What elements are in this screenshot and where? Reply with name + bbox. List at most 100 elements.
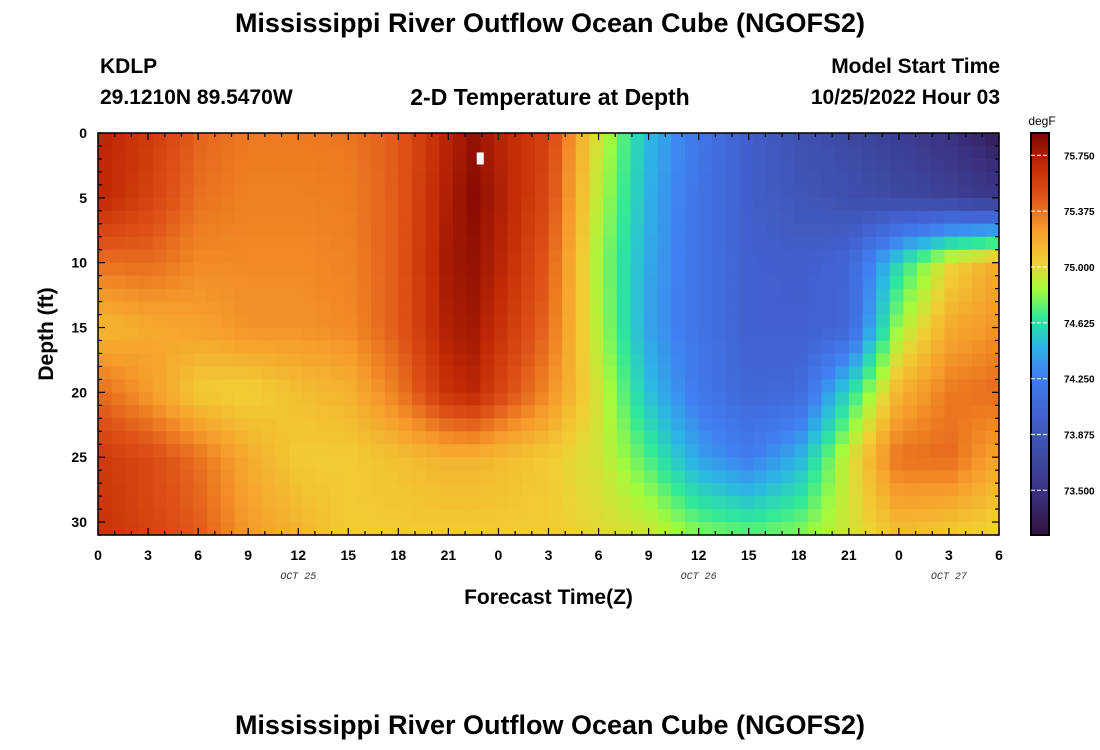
heatmap-cell <box>234 444 249 458</box>
heatmap-cell <box>507 145 522 160</box>
heatmap-cell <box>261 392 277 406</box>
heatmap-cell <box>179 184 195 199</box>
heatmap-cell <box>384 133 399 147</box>
heatmap-cell <box>685 483 700 497</box>
heatmap-cell <box>644 522 659 536</box>
heatmap-cell <box>889 470 905 484</box>
heatmap-cell <box>493 509 509 523</box>
heatmap-cell <box>821 470 836 484</box>
heatmap-cell <box>698 483 713 497</box>
heatmap-cell <box>794 158 809 173</box>
heatmap-cell <box>575 184 591 199</box>
heatmap-cell <box>971 483 986 497</box>
heatmap-cell <box>398 496 413 510</box>
heatmap-cell <box>261 288 277 303</box>
heatmap-cell <box>753 379 768 393</box>
x-tick-label: 0 <box>94 547 102 563</box>
heatmap-cell <box>753 275 768 290</box>
heatmap-cell <box>411 431 427 445</box>
heatmap-cell <box>821 431 836 445</box>
heatmap-cell <box>493 171 509 186</box>
heatmap-cell <box>220 366 236 380</box>
x-tick-label: 21 <box>441 547 457 563</box>
heatmap-cell <box>548 379 563 393</box>
heatmap-cell <box>848 158 864 173</box>
heatmap-cell <box>411 314 427 329</box>
heatmap-cell <box>944 184 959 199</box>
heatmap-cell <box>780 379 795 393</box>
heatmap-cell <box>780 496 795 510</box>
heatmap-cell <box>398 145 413 160</box>
heatmap-cell <box>889 444 905 458</box>
heatmap-cell <box>179 522 195 536</box>
heatmap-cell <box>411 509 427 523</box>
heatmap-cell <box>821 301 836 316</box>
heatmap-cell <box>466 392 481 406</box>
heatmap-cell <box>125 236 140 251</box>
heatmap-cell <box>644 431 659 445</box>
heatmap-cell <box>316 418 331 432</box>
heatmap-cell <box>384 301 399 316</box>
heatmap-cell <box>371 249 386 264</box>
heatmap-cell <box>780 405 795 419</box>
heatmap-cell <box>507 418 522 432</box>
heatmap-cell <box>330 145 345 160</box>
heatmap-cell <box>289 327 304 342</box>
heatmap-cell <box>971 379 986 393</box>
heatmap-cell <box>971 418 986 432</box>
heatmap-cell <box>193 145 208 160</box>
heatmap-cell <box>384 379 399 393</box>
heatmap-cell <box>466 327 481 342</box>
heatmap-cell <box>193 275 208 290</box>
heatmap-cell <box>507 262 522 277</box>
heatmap-cell <box>753 470 768 484</box>
heatmap-cell <box>917 145 932 160</box>
heatmap-cell <box>958 366 973 380</box>
heatmap-cell <box>644 405 659 419</box>
heatmap-cell <box>193 301 208 316</box>
heatmap-cell <box>944 262 959 277</box>
heatmap-cell <box>698 418 713 432</box>
heatmap-cell <box>343 457 358 471</box>
heatmap-cell <box>302 249 318 264</box>
heatmap-cell <box>452 171 468 186</box>
heatmap-cell <box>166 171 181 186</box>
heatmap-cell <box>193 249 208 264</box>
heatmap-cell <box>289 197 304 212</box>
heatmap-cell <box>234 145 249 160</box>
heatmap-cell <box>794 457 809 471</box>
heatmap-cell <box>657 133 672 147</box>
colorbar-tick-label: 75.375 <box>1064 207 1095 218</box>
heatmap-cell <box>521 457 536 471</box>
heatmap-cell <box>835 223 850 238</box>
heatmap-cell <box>712 418 727 432</box>
heatmap-cell <box>125 522 140 536</box>
heatmap-cell <box>439 444 454 458</box>
heatmap-cell <box>193 262 208 277</box>
heatmap-cell <box>425 301 440 316</box>
heatmap-cell <box>903 288 918 303</box>
heatmap-cell <box>971 210 986 225</box>
heatmap-cell <box>452 405 468 419</box>
heatmap-cell <box>562 236 577 251</box>
heatmap-cell <box>876 223 891 238</box>
heatmap-cell <box>480 509 495 523</box>
x-tick-label: 0 <box>895 547 903 563</box>
heatmap-cell <box>739 145 754 160</box>
heatmap-cell <box>261 431 277 445</box>
heatmap-cell <box>507 171 522 186</box>
heatmap-cell <box>985 418 1000 432</box>
heatmap-cell <box>425 483 440 497</box>
heatmap-cell <box>725 171 741 186</box>
heatmap-cell <box>862 145 877 160</box>
heatmap-cell <box>111 301 126 316</box>
heatmap-cell <box>575 392 591 406</box>
heatmap-cell <box>411 418 427 432</box>
heatmap-cell <box>562 262 577 277</box>
heatmap-cell <box>302 275 318 290</box>
heatmap-cell <box>98 223 113 238</box>
heatmap-cell <box>807 470 823 484</box>
heatmap-cell <box>548 236 563 251</box>
heatmap-cell <box>971 470 986 484</box>
heatmap-cell <box>766 184 782 199</box>
